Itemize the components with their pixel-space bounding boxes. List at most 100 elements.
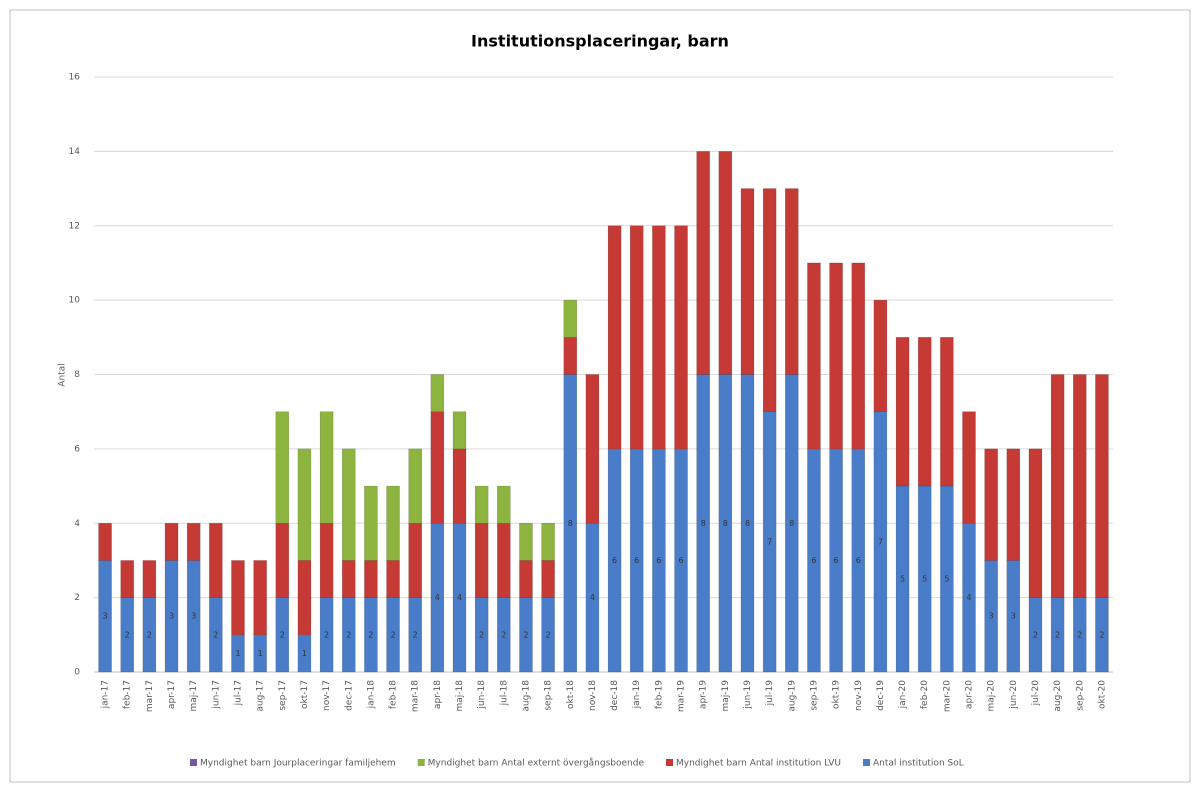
- bar-segment: [1050, 374, 1065, 598]
- bar-segment: [386, 560, 400, 598]
- data-label: 2: [213, 630, 218, 639]
- bar-segment: [319, 411, 334, 524]
- bar-segment: [186, 523, 201, 561]
- x-tick-label: jan-18: [366, 680, 376, 710]
- bar-segment: [629, 225, 644, 450]
- data-label: 7: [878, 537, 883, 546]
- data-label: 5: [944, 575, 949, 584]
- y-tick-label: 0: [74, 668, 80, 678]
- bar-segment: [98, 523, 112, 561]
- bar-segment: [452, 411, 467, 450]
- x-tick-label: okt-17: [300, 680, 310, 709]
- y-tick-label: 6: [74, 444, 80, 454]
- x-tick-label: maj-17: [189, 680, 199, 711]
- bar-segment: [209, 523, 223, 598]
- bar-segment: [474, 523, 489, 598]
- bar-segment: [519, 523, 533, 561]
- x-tick-label: sep-20: [1075, 680, 1085, 711]
- data-label: 2: [1055, 630, 1060, 639]
- bar-segment: [541, 560, 555, 598]
- legend-label: Myndighet barn Antal institution LVU: [676, 759, 841, 769]
- data-label: 2: [125, 630, 130, 639]
- data-label: 4: [457, 593, 462, 602]
- x-tick-label: jul-20: [1031, 680, 1041, 707]
- bar-segment: [674, 225, 688, 450]
- data-label: 7: [767, 537, 772, 546]
- bar-segment: [940, 337, 954, 487]
- data-label: 6: [811, 556, 816, 565]
- bar-segment: [474, 485, 489, 524]
- data-label: 1: [302, 649, 307, 658]
- x-tick-label: jul-17: [233, 680, 243, 706]
- y-tick-label: 8: [74, 370, 80, 380]
- y-tick-label: 14: [69, 147, 81, 157]
- y-tick-label: 12: [69, 221, 80, 231]
- bar-segment: [364, 560, 378, 598]
- bar-segment: [297, 448, 312, 561]
- bar-segment: [408, 523, 422, 598]
- x-tick-label: maj-18: [455, 680, 465, 712]
- data-label: 3: [1011, 612, 1016, 621]
- y-tick-label: 4: [74, 519, 80, 529]
- data-label: 6: [678, 556, 683, 565]
- x-tick-label: mar-20: [942, 680, 952, 712]
- x-tick-label: nov-19: [854, 680, 864, 711]
- data-label: 4: [435, 593, 440, 602]
- data-label: 6: [656, 556, 661, 565]
- x-tick-label: jun-17: [211, 680, 221, 710]
- x-tick-label: aug-19: [787, 680, 797, 712]
- data-label: 2: [368, 630, 373, 639]
- bar-segment: [497, 523, 511, 598]
- data-label: 8: [789, 519, 794, 528]
- data-label: 6: [634, 556, 639, 565]
- x-tick-label: apr-20: [965, 680, 975, 709]
- x-tick-label: apr-18: [433, 680, 443, 709]
- bar-segment: [696, 151, 710, 375]
- bar-segment: [1073, 374, 1087, 598]
- bar-segment: [785, 188, 799, 375]
- x-tick-label: maj-20: [987, 680, 997, 712]
- x-tick-label: feb-20: [920, 680, 930, 709]
- bar-segment: [895, 337, 910, 487]
- legend-label: Myndighet barn Antal externt övergångsbo…: [428, 758, 645, 769]
- bar-segment: [319, 523, 334, 598]
- bar-segment: [231, 560, 245, 636]
- bar-segment: [386, 485, 400, 561]
- x-tick-label: mar-17: [145, 680, 155, 712]
- x-tick-label: apr-17: [167, 680, 177, 709]
- data-label: 4: [966, 593, 971, 602]
- x-tick-label: aug-20: [1053, 680, 1063, 712]
- bar-segment: [917, 337, 932, 487]
- data-label: 2: [324, 630, 329, 639]
- bar-segment: [807, 262, 821, 450]
- data-label: 2: [479, 630, 484, 639]
- bar-segment: [851, 262, 865, 450]
- data-label: 6: [834, 556, 839, 565]
- data-label: 2: [280, 630, 285, 639]
- bar-segment: [364, 485, 378, 561]
- x-tick-label: okt-20: [1097, 680, 1107, 709]
- bar-segment: [607, 225, 622, 450]
- bar-segment: [1028, 448, 1043, 598]
- data-label: 8: [745, 519, 750, 528]
- data-label: 2: [391, 630, 396, 639]
- x-tick-label: dec-17: [344, 680, 354, 711]
- bar-segment: [541, 523, 555, 561]
- x-tick-label: sep-19: [809, 680, 819, 711]
- bar-segment: [718, 151, 733, 375]
- data-label: 3: [169, 612, 174, 621]
- data-label: 6: [612, 556, 617, 565]
- bar-segment: [652, 225, 666, 450]
- data-label: 1: [235, 649, 240, 658]
- bar-segment: [452, 448, 467, 524]
- data-label: 2: [413, 630, 418, 639]
- data-label: 2: [147, 630, 152, 639]
- x-tick-label: mar-18: [411, 680, 421, 712]
- x-tick-label: jan-20: [898, 680, 908, 710]
- x-tick-label: jan-19: [632, 680, 642, 710]
- y-tick-label: 10: [69, 296, 81, 306]
- data-label: 3: [103, 612, 108, 621]
- x-tick-label: aug-17: [256, 680, 266, 712]
- bar-segment: [430, 411, 445, 524]
